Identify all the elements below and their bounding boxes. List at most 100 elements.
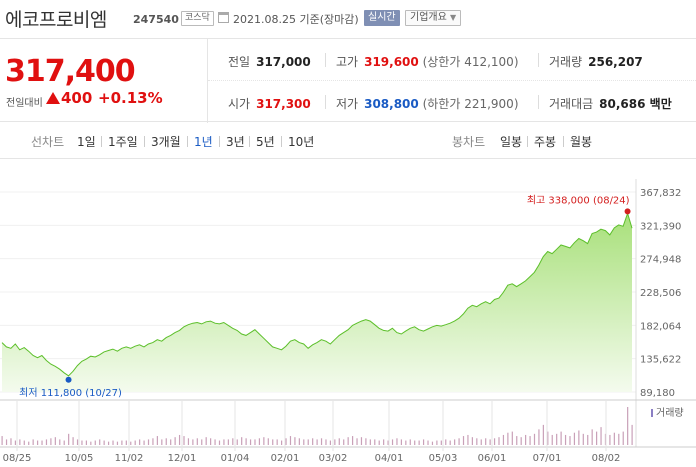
x-tick-label: 02/01 [271,453,300,464]
volume-bar [467,434,469,445]
lower-limit: (하한가 221,900) [422,97,519,111]
volume-bar [178,434,181,445]
change-amount: 400 [61,89,93,107]
volume-bar [383,439,385,445]
x-tick-label: 07/01 [533,453,562,464]
low-price: 저가 308,800 (하한가 221,900) [336,95,519,112]
volume-bar [454,439,456,445]
volume-bar [76,439,79,445]
volume-bar [520,437,522,445]
volume-bar [387,440,389,445]
volume-bar [427,440,429,445]
volume-bar [449,440,451,445]
volume-bar [227,439,229,445]
volume-bar [525,434,527,445]
detail-row: 전일 317,000 고가 319,600 (상한가 412,100) 거래량 256… [208,39,696,81]
realtime-button[interactable]: 실시간 [364,10,400,26]
volume-bar [347,437,349,445]
volume-bar [307,439,309,445]
period-1y[interactable]: 1년 [194,135,213,149]
volume-bar [143,440,145,445]
volume-bar [205,437,207,445]
prev-close-value: 317,000 [256,55,311,69]
volume-bar [183,436,185,445]
volume-bar [493,438,496,445]
period-10y[interactable]: 10년 [288,135,315,149]
volume-bar [1,436,3,445]
volume-bar [445,439,447,445]
x-tick-label: 12/01 [168,453,197,464]
period-3y[interactable]: 3년 [226,135,245,149]
current-price-box: 317,400 전일대비 400 +0.13% [0,39,208,123]
volume-bar [587,434,589,445]
stock-code: 247540 [133,13,179,26]
volume-bar [547,431,549,445]
volume-bar [245,438,247,445]
chevron-down-icon: ▼ [450,13,457,22]
volume-bar [156,436,158,445]
calendar-icon [218,12,229,23]
divider [527,136,528,147]
divider [325,95,326,109]
volume-bar [50,438,52,445]
candle-weekly[interactable]: 주봉 [534,135,557,149]
volume-bar [498,437,500,445]
volume-bar [134,440,136,445]
divider [101,136,102,147]
volume-legend-swatch [651,409,653,417]
company-info-button[interactable]: 기업개요 ▼ [405,10,462,26]
volume: 거래량 256,207 [549,53,643,70]
period-1d[interactable]: 1일 [77,135,96,149]
x-tick-label: 08/25 [3,453,32,464]
period-5y[interactable]: 5년 [256,135,275,149]
volume-bar [165,438,167,445]
volume-bar [196,438,198,445]
price-area [2,213,632,392]
stock-header: 에코프로비엠 247540 코스닥 2021.08.25 기준(장마감) 실시간… [0,0,696,38]
volume-bar [507,432,509,445]
company-info-label: 기업개요 [410,12,447,23]
upper-limit: (상한가 412,100) [422,55,519,69]
change-percent: +0.13% [98,89,163,107]
divider [219,136,220,147]
volume-bar [418,440,420,445]
divider [538,95,539,109]
price-chart[interactable]: 367,832 321,390 274,948 228,506 182,064 135,6… [0,159,696,467]
change-label: 전일대비 [6,98,43,109]
volume-bar [298,438,300,445]
volume-bar [54,437,56,445]
candle-daily[interactable]: 일봉 [500,135,523,149]
volume-bar [325,439,327,445]
y-tick-label: 182,064 [640,321,681,332]
volume-bar [316,439,318,445]
y-tick-label: 321,390 [640,221,681,232]
high-label: 고가 [336,55,359,69]
volume-bar [334,439,336,445]
period-3m[interactable]: 3개월 [151,135,181,149]
volume-bar [85,440,87,445]
candle-monthly[interactable]: 월봉 [570,135,593,149]
detail-row: 시가 317,300 저가 308,800 (하한가 221,900) 거래대금 80… [208,81,696,123]
volume-bar [303,439,305,445]
volume-bar [170,439,172,445]
volume-bar [529,436,531,445]
x-tick-label: 10/05 [65,453,94,464]
divider [325,53,326,67]
volume-bar [489,439,491,445]
volume-bar [613,432,615,445]
volume-bar [121,440,123,445]
x-tick-label: 04/01 [375,453,404,464]
volume-bar [360,437,363,445]
up-triangle-icon [46,92,60,104]
volume-bar [201,439,203,445]
divider [249,136,250,147]
volume-bar [560,431,562,445]
low-value: 308,800 [364,97,419,111]
x-tick-label: 06/01 [478,453,507,464]
volume-bar [258,438,261,445]
volume-bar [90,441,92,445]
y-tick-label: 274,948 [640,255,681,266]
volume-bar [569,436,571,445]
period-1w[interactable]: 1주일 [108,135,138,149]
volume-bar [63,440,65,445]
